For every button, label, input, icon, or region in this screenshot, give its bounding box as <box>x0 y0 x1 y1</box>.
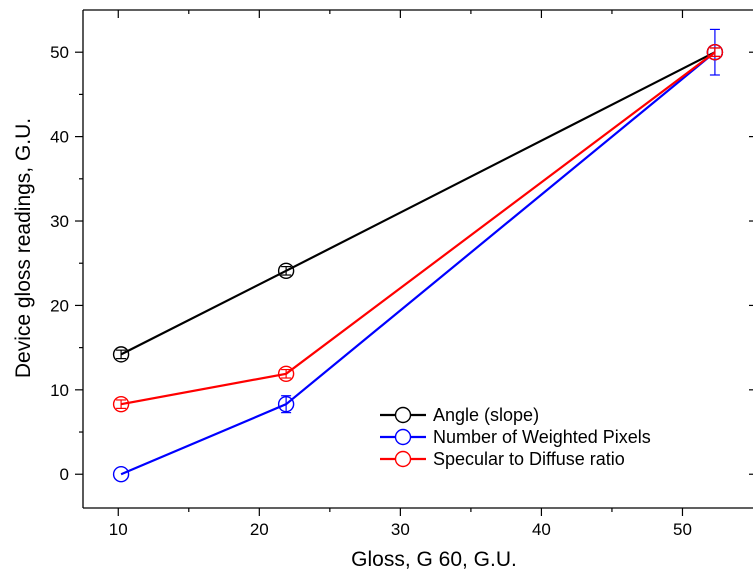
plot-frame <box>82 9 753 509</box>
y-tick-label: 30 <box>50 212 69 231</box>
legend-item: Angle (slope) <box>380 405 539 425</box>
y-tick-label: 50 <box>50 43 69 62</box>
data-point <box>112 346 130 363</box>
x-tick-label: 40 <box>532 520 551 539</box>
legend-marker <box>394 428 412 446</box>
series-layer <box>112 28 724 483</box>
legend-item: Number of Weighted Pixels <box>380 427 651 447</box>
y-tick-label: 0 <box>60 465 69 484</box>
x-tick-label: 50 <box>673 520 692 539</box>
x-tick-label: 30 <box>391 520 410 539</box>
x-tick-label: 20 <box>250 520 269 539</box>
y-tick-label: 40 <box>50 128 69 147</box>
legend-label: Specular to Diffuse ratio <box>433 449 625 469</box>
axis-ticks: 10 20 30 40 50 0 10 20 30 40 50 <box>50 10 753 539</box>
series-line <box>120 51 716 476</box>
data-point <box>706 44 724 61</box>
series-line <box>120 51 716 356</box>
y-axis-title: Device gloss readings, G.U. <box>12 118 35 378</box>
legend-label: Angle (slope) <box>433 405 539 425</box>
series-line <box>120 51 716 406</box>
legend-marker <box>394 450 412 468</box>
legend: Angle (slope)Number of Weighted PixelsSp… <box>380 405 651 469</box>
data-point <box>277 395 295 413</box>
y-tick-label: 10 <box>50 381 69 400</box>
legend-marker <box>394 406 412 424</box>
data-point <box>277 365 295 382</box>
legend-item: Specular to Diffuse ratio <box>380 449 625 469</box>
data-point <box>277 262 295 280</box>
x-axis-title: Gloss, G 60, G.U. <box>351 548 517 571</box>
series <box>112 44 724 413</box>
data-point <box>112 395 130 413</box>
x-tick-label: 10 <box>109 520 128 539</box>
legend-label: Number of Weighted Pixels <box>433 427 651 447</box>
data-point <box>112 466 130 483</box>
y-tick-label: 20 <box>50 296 69 315</box>
series <box>112 28 724 483</box>
series <box>112 44 724 363</box>
